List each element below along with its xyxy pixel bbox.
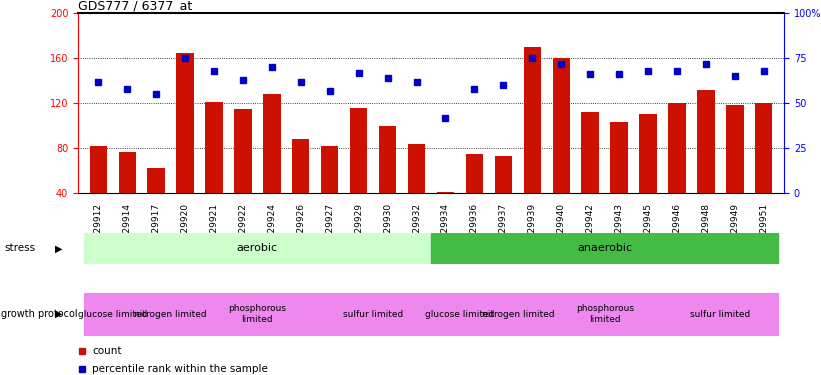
Bar bbox=[177, 53, 194, 238]
Bar bbox=[640, 114, 657, 238]
Bar bbox=[408, 144, 425, 238]
Text: growth protocol: growth protocol bbox=[1, 309, 77, 319]
Text: phosphorous
limited: phosphorous limited bbox=[228, 304, 287, 324]
Text: sulfur limited: sulfur limited bbox=[343, 310, 403, 319]
Bar bbox=[315, 292, 431, 336]
Bar bbox=[755, 103, 773, 238]
Text: sulfur limited: sulfur limited bbox=[690, 310, 750, 319]
Bar bbox=[495, 156, 512, 238]
Bar bbox=[89, 146, 107, 238]
Text: percentile rank within the sample: percentile rank within the sample bbox=[93, 364, 268, 374]
Bar bbox=[431, 292, 488, 336]
Bar bbox=[488, 292, 547, 336]
Bar bbox=[234, 109, 251, 238]
Text: anaerobic: anaerobic bbox=[577, 243, 632, 254]
Bar bbox=[350, 108, 367, 238]
Bar bbox=[668, 103, 686, 238]
Bar bbox=[553, 58, 570, 238]
Text: phosphorous
limited: phosphorous limited bbox=[576, 304, 634, 324]
Bar bbox=[200, 292, 315, 336]
Bar bbox=[321, 146, 338, 238]
Text: ▶: ▶ bbox=[55, 309, 62, 319]
Text: nitrogen limited: nitrogen limited bbox=[482, 310, 554, 319]
Bar bbox=[84, 232, 431, 264]
Bar bbox=[205, 102, 222, 238]
Bar bbox=[697, 90, 714, 238]
Bar bbox=[379, 126, 397, 238]
Text: glucose limited: glucose limited bbox=[425, 310, 494, 319]
Bar bbox=[142, 292, 200, 336]
Text: count: count bbox=[93, 346, 122, 356]
Bar bbox=[148, 168, 165, 238]
Bar bbox=[611, 122, 628, 238]
Bar bbox=[663, 292, 778, 336]
Bar bbox=[118, 152, 135, 238]
Bar bbox=[727, 105, 744, 238]
Bar bbox=[581, 112, 599, 238]
Text: glucose limited: glucose limited bbox=[78, 310, 148, 319]
Bar bbox=[264, 94, 281, 238]
Text: GDS777 / 6377_at: GDS777 / 6377_at bbox=[78, 0, 192, 12]
Text: stress: stress bbox=[4, 243, 35, 254]
Bar bbox=[437, 192, 454, 238]
Bar bbox=[466, 154, 483, 238]
Bar bbox=[547, 292, 663, 336]
Bar bbox=[84, 292, 142, 336]
Text: ▶: ▶ bbox=[55, 243, 62, 254]
Text: nitrogen limited: nitrogen limited bbox=[135, 310, 207, 319]
Bar bbox=[524, 47, 541, 238]
Text: aerobic: aerobic bbox=[236, 243, 278, 254]
Bar bbox=[292, 139, 310, 238]
Bar bbox=[431, 232, 778, 264]
